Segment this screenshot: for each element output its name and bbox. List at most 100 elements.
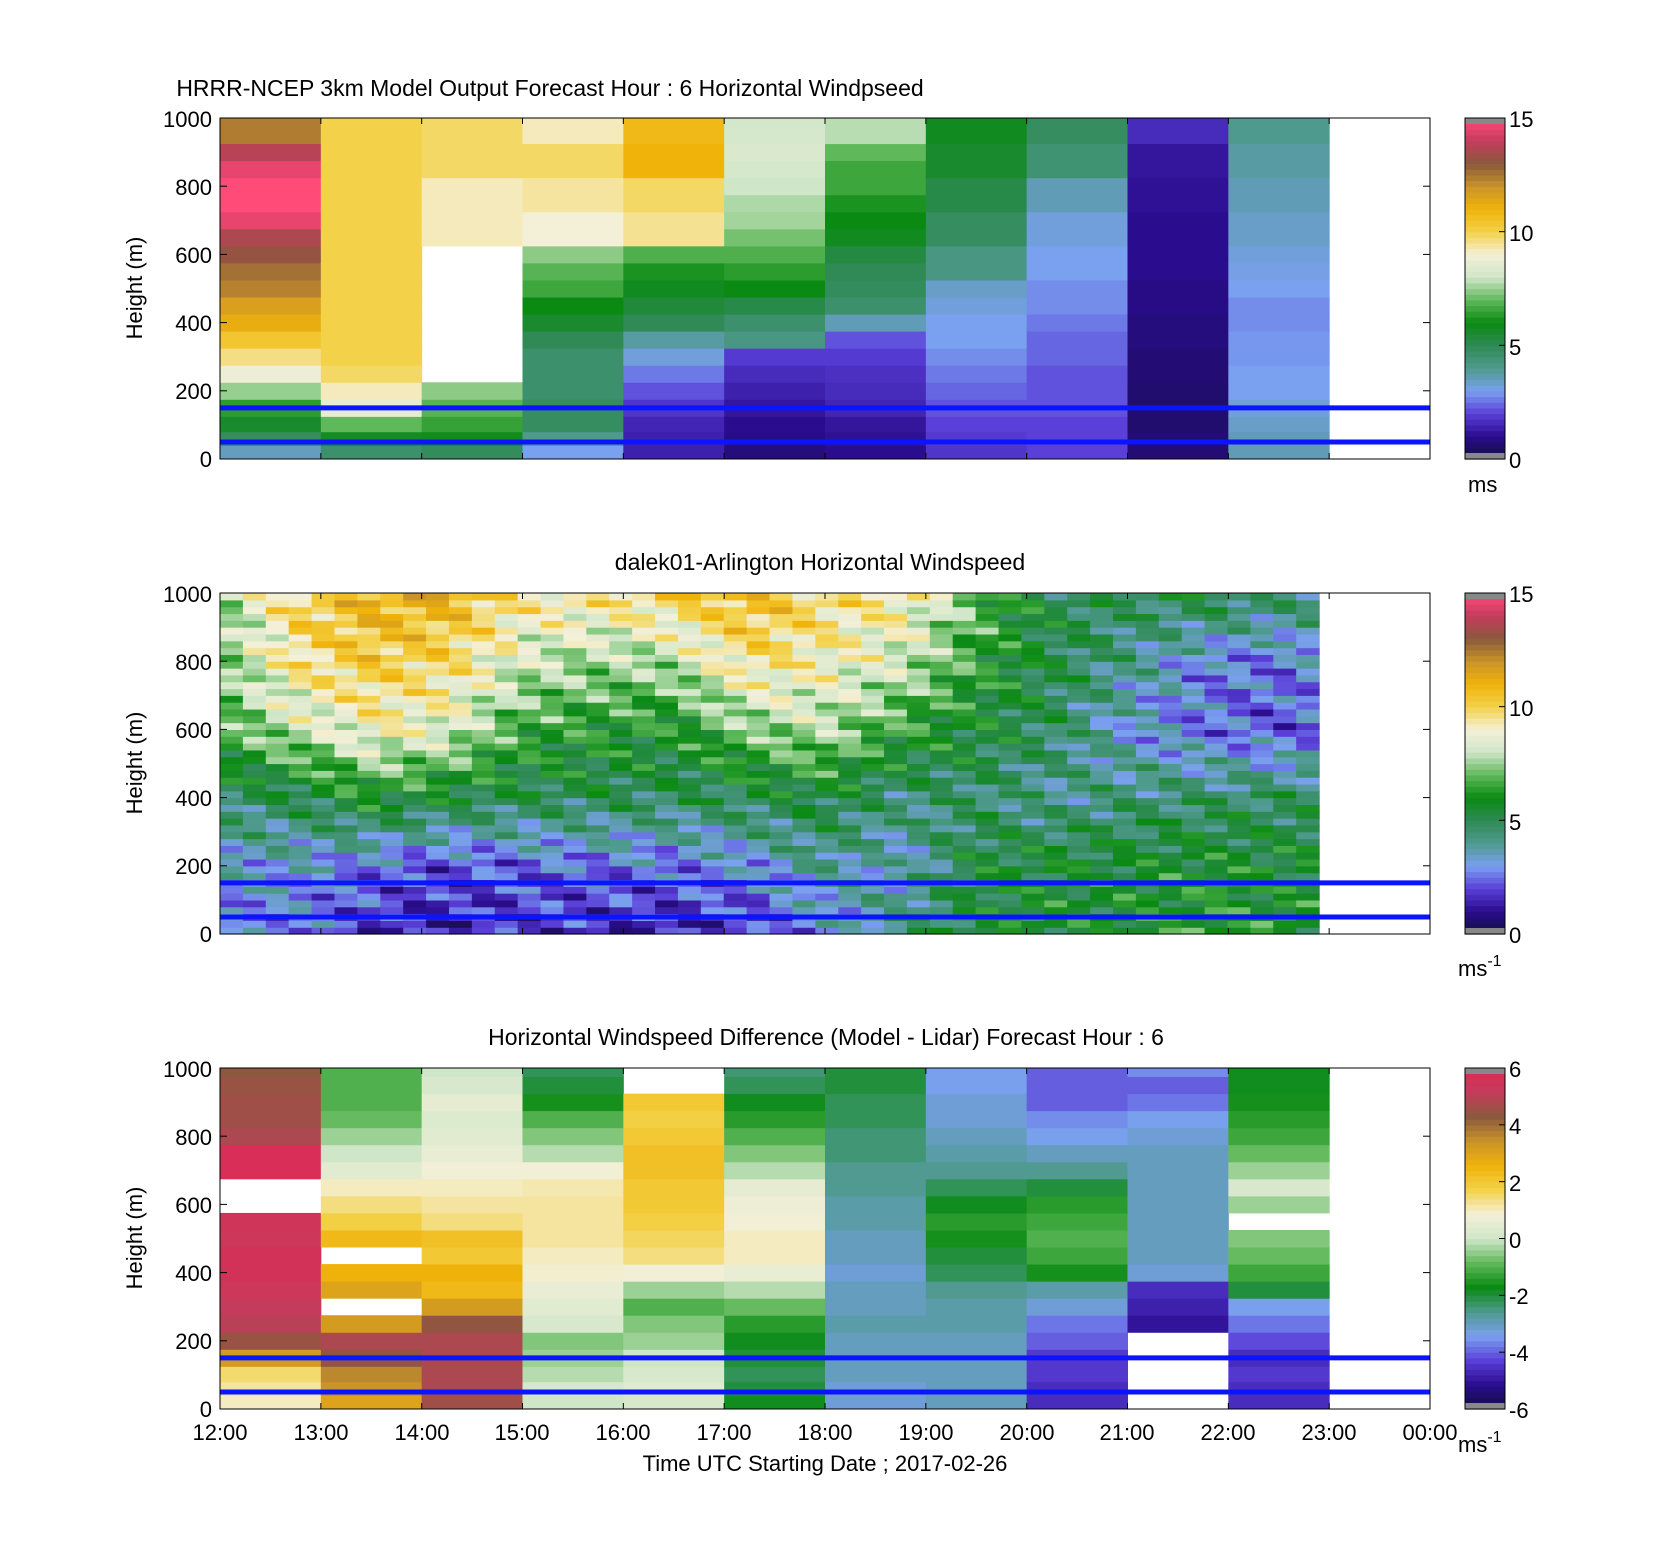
- colorbar-segment: [1465, 757, 1505, 765]
- heatmap-cell: [655, 777, 679, 785]
- heatmap-cell: [746, 838, 771, 846]
- heatmap-cell: [1044, 756, 1068, 765]
- heatmap-cell: [517, 702, 542, 710]
- heatmap-cell: [792, 804, 816, 812]
- heatmap-cell: [1227, 858, 1251, 867]
- heatmap-cell: [540, 777, 565, 785]
- colorbar-segment: [1465, 1278, 1505, 1285]
- heatmap-cell: [220, 1144, 322, 1163]
- heatmap-cell: [1227, 702, 1251, 710]
- heatmap-cell: [334, 831, 358, 840]
- heatmap-cell: [540, 770, 565, 778]
- heatmap-cell: [1044, 906, 1068, 915]
- heatmap-cell: [609, 681, 633, 690]
- heatmap-cell: [494, 920, 519, 928]
- heatmap-cell: [1127, 348, 1229, 366]
- heatmap-cell: [952, 729, 977, 737]
- heatmap-cell: [998, 749, 1023, 758]
- heatmap-cell: [929, 715, 954, 724]
- heatmap-cell: [1113, 702, 1137, 710]
- heatmap-cell: [220, 872, 244, 881]
- heatmap-cell: [792, 811, 816, 819]
- heatmap-cell: [723, 770, 748, 778]
- heatmap-cell: [838, 681, 862, 690]
- panel-lidar-cbar-unit-base: ms: [1458, 956, 1487, 981]
- heatmap-cell: [1090, 886, 1114, 894]
- heatmap-cell: [471, 845, 496, 853]
- heatmap-cell: [884, 722, 908, 730]
- heatmap-cell: [746, 661, 771, 669]
- heatmap-cell: [448, 845, 473, 853]
- heatmap-cell: [677, 654, 702, 662]
- heatmap-cell: [975, 695, 1000, 703]
- heatmap-cell: [586, 640, 610, 649]
- heatmap-cell: [1228, 160, 1330, 179]
- heatmap-cell: [265, 647, 290, 655]
- heatmap-cell: [1113, 872, 1137, 881]
- heatmap-cell: [861, 824, 885, 833]
- heatmap-cell: [1135, 872, 1160, 881]
- heatmap-cell: [1227, 708, 1251, 717]
- heatmap-cell: [1273, 818, 1297, 826]
- heatmap-cell: [334, 736, 358, 744]
- heatmap-cell: [586, 797, 610, 806]
- heatmap-cell: [471, 749, 496, 758]
- heatmap-cell: [220, 702, 244, 710]
- heatmap-cell: [471, 811, 496, 819]
- heatmap-cell: [494, 763, 519, 771]
- heatmap-cell: [769, 770, 794, 778]
- heatmap-cell: [1158, 783, 1183, 792]
- heatmap-cell: [1181, 640, 1206, 649]
- heatmap-cell: [746, 831, 771, 840]
- heatmap-cell: [448, 920, 473, 928]
- heatmap-cell: [494, 831, 519, 840]
- heatmap-cell: [311, 899, 336, 908]
- heatmap-cell: [632, 804, 656, 812]
- colorbar-segment: [1465, 638, 1505, 645]
- heatmap-cell: [1273, 627, 1297, 635]
- heatmap-cell: [815, 777, 839, 785]
- heatmap-cell: [906, 777, 931, 785]
- heatmap-cell: [1227, 661, 1251, 669]
- heatmap-cell: [426, 702, 450, 710]
- heatmap-cell: [1113, 736, 1137, 744]
- colorbar-segment: [1465, 780, 1505, 787]
- heatmap-cell: [1021, 627, 1045, 635]
- heatmap-cell: [1158, 858, 1183, 867]
- heatmap-cell: [586, 633, 610, 642]
- heatmap-cell: [380, 749, 404, 758]
- heatmap-cell: [311, 927, 336, 935]
- heatmap-cell: [1273, 777, 1297, 785]
- heatmap-cell: [1135, 729, 1160, 737]
- heatmap-cell: [1250, 729, 1274, 737]
- heatmap-cell: [380, 668, 404, 676]
- panel-model-ticks: [219, 117, 1431, 460]
- colorbar-segment: [1465, 666, 1505, 674]
- heatmap-cell: [1026, 1161, 1128, 1180]
- heatmap-cell: [220, 1127, 322, 1146]
- heatmap-cell: [746, 872, 771, 881]
- panel-lidar: dalek01-Arlington Horizontal Windspeed 0…: [122, 549, 1533, 981]
- heatmap-cell: [1158, 797, 1183, 806]
- colorbar-segment: [1465, 706, 1505, 713]
- heatmap-cell: [861, 831, 885, 840]
- heatmap-cell: [700, 906, 725, 915]
- heatmap-cell: [998, 640, 1023, 649]
- heatmap-cell: [1021, 736, 1045, 744]
- heatmap-cell: [1135, 886, 1160, 894]
- heatmap-cell: [906, 688, 931, 696]
- heatmap-cell: [975, 606, 1000, 615]
- heatmap-cell: [494, 743, 519, 751]
- heatmap-cell: [494, 715, 519, 724]
- heatmap-cell: [288, 865, 313, 874]
- heatmap-cell: [1250, 818, 1274, 826]
- heatmap-cell: [265, 838, 290, 846]
- heatmap-cell: [1296, 899, 1320, 908]
- heatmap-cell: [471, 627, 496, 635]
- heatmap-cell: [975, 811, 1000, 819]
- heatmap-cell: [929, 893, 954, 901]
- heatmap-cell: [655, 715, 679, 724]
- heatmap-cell: [825, 331, 927, 349]
- heatmap-cell: [1090, 818, 1114, 826]
- heatmap-cell: [929, 865, 954, 874]
